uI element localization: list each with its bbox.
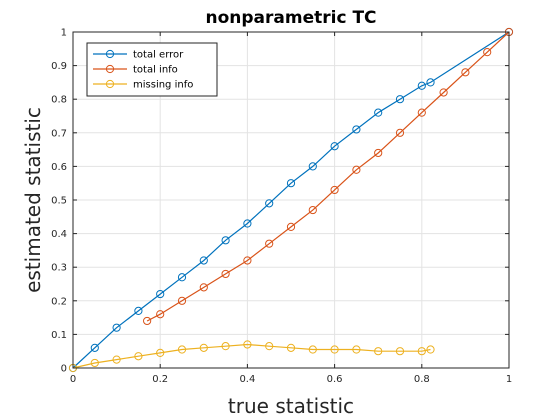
y-tick-label: 0.7 [51, 128, 67, 139]
data-point [426, 78, 435, 87]
data-point [439, 88, 448, 97]
data-point [417, 81, 426, 90]
data-point [308, 345, 317, 354]
x-tick-label: 0.4 [239, 374, 255, 385]
x-tick-label: 0 [70, 374, 76, 385]
legend-swatch-marker [105, 79, 115, 89]
data-point [308, 162, 317, 171]
x-axis-label: true statistic [228, 394, 354, 418]
series-line-1 [146, 31, 510, 322]
data-point [199, 343, 208, 352]
y-tick-label: 0.9 [51, 61, 67, 72]
legend-label: missing info [133, 80, 193, 91]
data-point [330, 345, 339, 354]
data-point [112, 355, 121, 364]
data-point [417, 108, 426, 117]
data-point [112, 323, 121, 332]
legend-label: total info [133, 65, 178, 76]
data-point [265, 199, 274, 208]
x-tick-label: 0.8 [414, 374, 430, 385]
data-point [417, 347, 426, 356]
data-point [395, 128, 405, 137]
data-point [177, 345, 187, 354]
legend-swatch-marker [105, 49, 115, 59]
series-line-0 [72, 31, 510, 369]
data-point [134, 352, 143, 361]
data-point [221, 342, 230, 351]
y-tick-label: 1 [61, 28, 67, 39]
data-point [156, 289, 165, 299]
data-point [177, 273, 187, 282]
data-point [374, 108, 383, 117]
y-tick-label: 0.8 [51, 95, 67, 106]
data-point [286, 222, 296, 231]
data-point [308, 205, 317, 215]
data-point [426, 345, 435, 354]
data-point [265, 342, 274, 351]
data-point [330, 185, 339, 195]
data-point [395, 347, 405, 356]
data-point [90, 358, 99, 368]
y-tick-label: 0.1 [51, 330, 67, 341]
y-tick-label: 0.5 [51, 196, 67, 207]
y-tick-label: 0.2 [51, 296, 67, 307]
data-point [461, 68, 470, 77]
data-point [374, 148, 383, 158]
data-point [243, 219, 252, 228]
y-tick-label: 0.4 [51, 229, 67, 240]
data-point [243, 340, 252, 349]
grid-lines [72, 31, 510, 369]
data-point [143, 316, 152, 326]
x-tick-label: 0.6 [327, 374, 343, 385]
x-tick-label: 1 [506, 374, 512, 385]
data-point [286, 179, 296, 188]
data-point [90, 343, 99, 352]
data-point [286, 343, 296, 352]
data-point [221, 236, 230, 245]
data-point [374, 347, 383, 356]
data-point [221, 269, 230, 279]
data-point [265, 239, 274, 248]
x-tick-label: 0.2 [152, 374, 168, 385]
data-point [199, 256, 208, 265]
legend: total error total info missing info [86, 42, 218, 97]
data-point [156, 348, 165, 357]
data-point [156, 310, 165, 319]
data-point [395, 95, 405, 104]
y-axis-label: estimated statistic [21, 107, 45, 293]
data-point [330, 142, 339, 151]
data-point [134, 306, 143, 315]
legend-label: total error [133, 50, 184, 61]
y-tick-label: 0.3 [51, 263, 67, 274]
data-point [199, 283, 208, 292]
legend-swatch-marker [105, 64, 115, 74]
data-point [483, 48, 492, 57]
data-point [177, 296, 187, 305]
data-point [243, 256, 252, 265]
data-point [352, 345, 361, 354]
y-tick-label: 0 [61, 364, 67, 375]
series-group [68, 27, 514, 373]
y-tick-label: 0.6 [51, 162, 67, 173]
data-point [352, 165, 361, 174]
data-point [352, 125, 361, 134]
chart-title: nonparametric TC [205, 8, 376, 28]
